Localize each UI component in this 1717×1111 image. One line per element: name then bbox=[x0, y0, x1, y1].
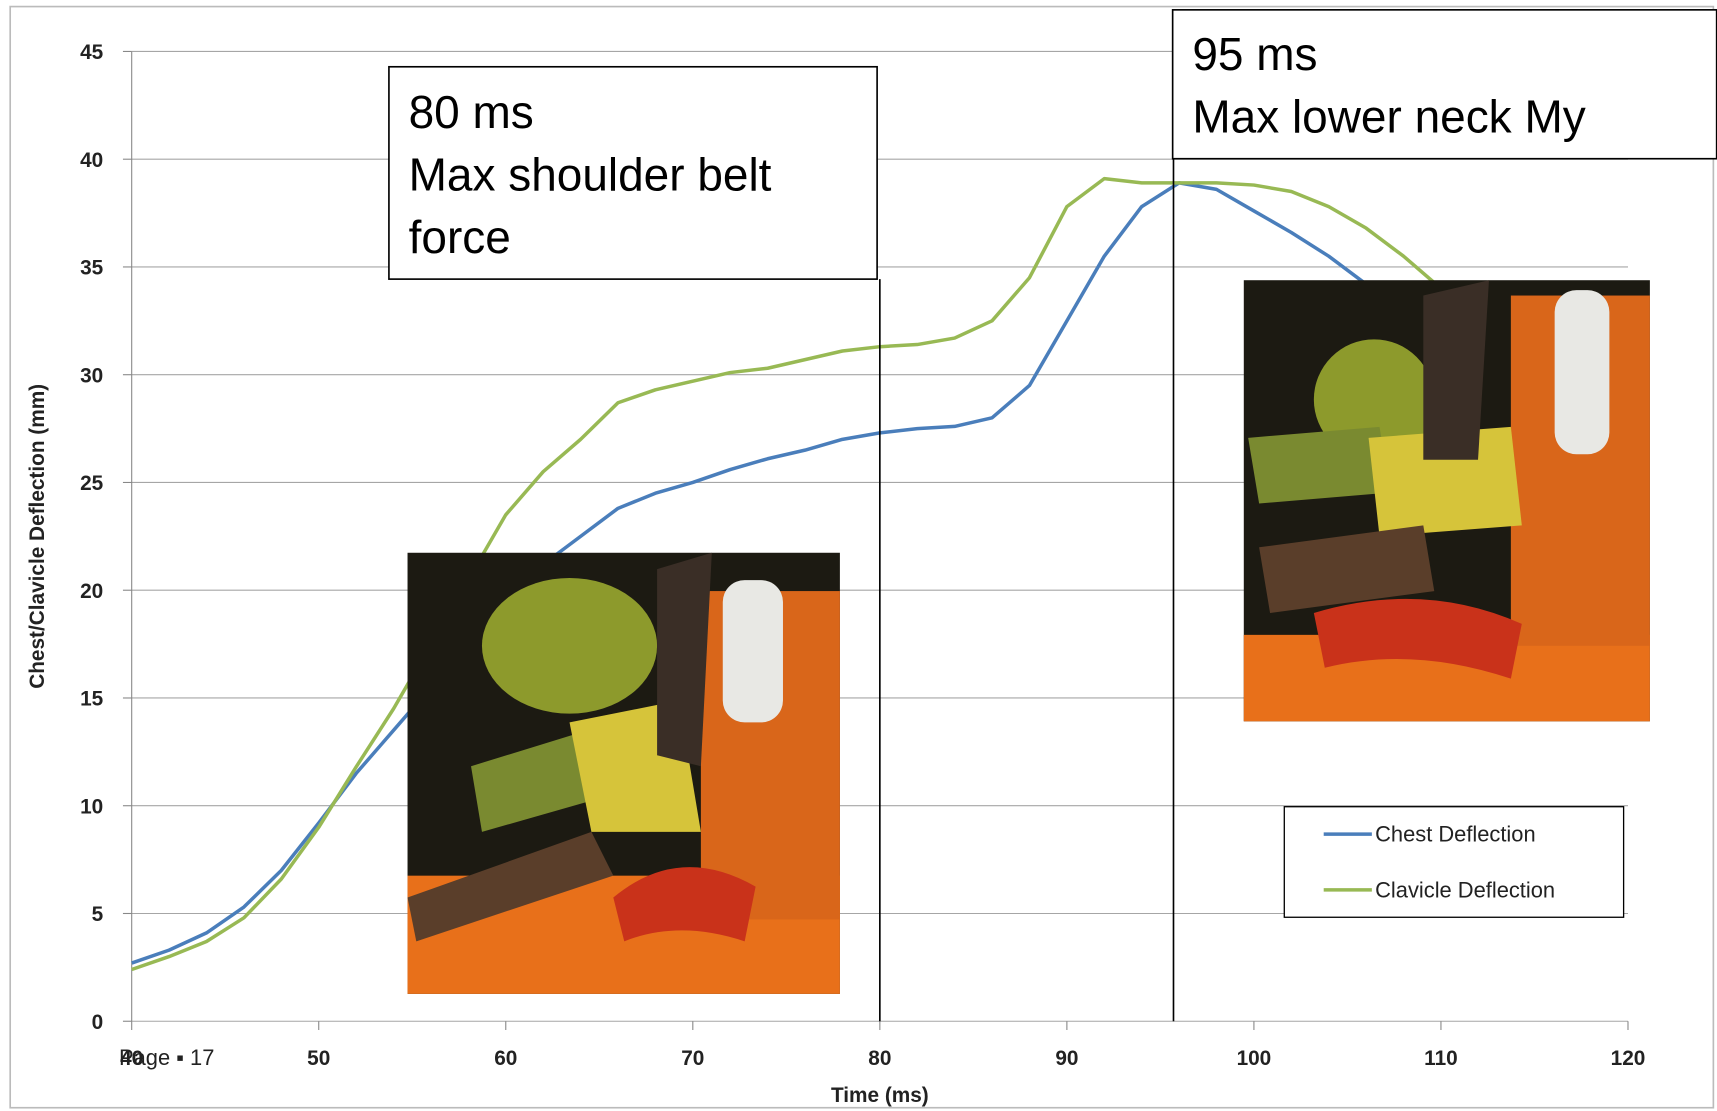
y-tick-label: 45 bbox=[80, 41, 103, 64]
x-tick-label: 110 bbox=[1424, 1047, 1458, 1070]
photo-95ms bbox=[1244, 280, 1650, 721]
annotation-text: Max lower neck My bbox=[1192, 90, 1585, 142]
y-tick-label: 5 bbox=[92, 903, 104, 926]
y-tick-label: 40 bbox=[80, 149, 103, 172]
x-tick-label: 50 bbox=[307, 1047, 330, 1070]
x-tick-label: 100 bbox=[1237, 1047, 1272, 1070]
x-tick-label: 90 bbox=[1055, 1047, 1078, 1070]
x-tick-label: 60 bbox=[494, 1047, 517, 1070]
x-tick-label: 120 bbox=[1611, 1047, 1646, 1070]
x-axis-title: Time (ms) bbox=[831, 1084, 929, 1107]
y-tick-label: 25 bbox=[80, 472, 103, 495]
footer: Page ▪ 17 bbox=[119, 1045, 214, 1070]
y-tick-label: 10 bbox=[80, 795, 103, 818]
y-tick-label: 30 bbox=[80, 364, 103, 387]
y-axis-title: Chest/Clavicle Deflection (mm) bbox=[26, 384, 49, 689]
annotation-text: 95 ms bbox=[1192, 28, 1317, 80]
legend-label: Chest Deflection bbox=[1375, 822, 1536, 847]
x-tick-label: 70 bbox=[681, 1047, 704, 1070]
y-tick-label: 20 bbox=[80, 580, 103, 603]
photo-80ms bbox=[408, 553, 840, 994]
annotation-text: force bbox=[409, 211, 511, 263]
y-tick-label: 35 bbox=[80, 257, 103, 280]
y-tick-label: 0 bbox=[92, 1011, 104, 1034]
chart: 051015202530354045405060708090100110120T… bbox=[0, 0, 1717, 1111]
y-tick-label: 15 bbox=[80, 688, 103, 711]
annotation-text: 80 ms bbox=[409, 86, 534, 138]
annotation-text: Max shoulder belt bbox=[409, 148, 772, 200]
x-tick-label: 80 bbox=[868, 1047, 891, 1070]
legend-label: Clavicle Deflection bbox=[1375, 878, 1555, 903]
